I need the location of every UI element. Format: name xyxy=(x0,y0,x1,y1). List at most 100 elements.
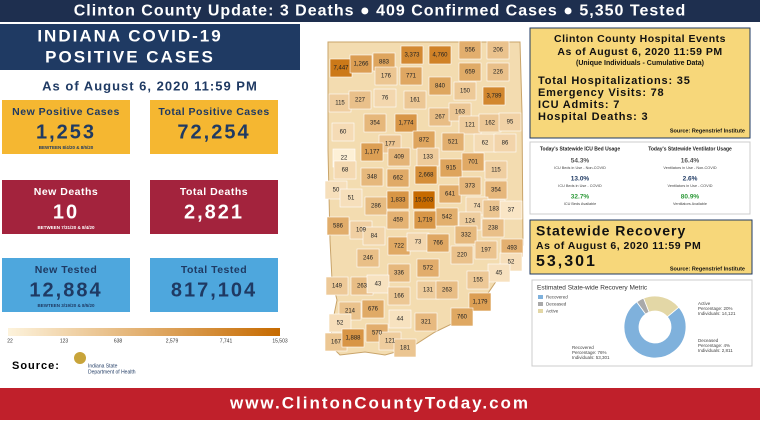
tile-label: Total Deaths xyxy=(180,186,248,198)
county-label: 332 xyxy=(461,233,472,239)
county-label: 521 xyxy=(448,140,459,146)
icu-label: Ventilators in Use - COVID xyxy=(668,184,713,188)
source-label: Source: xyxy=(12,360,60,372)
county-label: 121 xyxy=(465,123,476,129)
icu-usage: Today's Statewide ICU Bed Usage54.3%ICU … xyxy=(540,146,732,206)
footer-url[interactable]: www.ClintonCountyToday.com xyxy=(229,393,530,412)
tile-note: BETWEEN 7/31/20 & 8/4/20 xyxy=(37,225,95,230)
hospital-stat: Emergency Visits: 78 xyxy=(538,87,664,99)
county xyxy=(498,112,522,132)
county-label: 73 xyxy=(415,240,422,246)
county xyxy=(414,312,438,332)
tile-label: New Deaths xyxy=(34,186,99,198)
slice-individuals: Individuals: 2,811 xyxy=(698,348,733,353)
county xyxy=(360,142,384,162)
tile xyxy=(150,258,278,312)
tile-value: 2,821 xyxy=(184,201,244,223)
county-label: 662 xyxy=(393,176,404,182)
hospital-stat: Hospital Deaths: 3 xyxy=(538,111,648,123)
county xyxy=(362,226,386,246)
slice-percent: Percentage: 20% xyxy=(698,306,733,311)
county-label: 7,447 xyxy=(333,66,349,72)
icu-value: 54.3% xyxy=(571,158,590,165)
county xyxy=(428,76,452,96)
county xyxy=(435,280,459,300)
county xyxy=(416,258,440,278)
county xyxy=(349,54,373,74)
recovery-chart-title: Estimated State-wide Recovery Metric xyxy=(537,285,648,292)
legend-tick: 123 xyxy=(60,338,69,344)
legend-tick: 2,579 xyxy=(166,338,179,344)
county xyxy=(468,292,492,312)
county-label: 771 xyxy=(406,74,417,80)
icu-label: Ventilators Available xyxy=(673,202,707,206)
hospital-subtitle: (Unique Individuals - Cumulative Data) xyxy=(576,60,704,67)
county-label: 659 xyxy=(465,70,476,76)
tile xyxy=(150,180,278,234)
county-label: 2,668 xyxy=(418,173,434,179)
county xyxy=(386,190,410,210)
county-label: 1,774 xyxy=(398,121,414,127)
county xyxy=(386,210,410,230)
legend-swatch xyxy=(538,295,543,299)
recovery-box xyxy=(529,219,753,275)
hospital-stat: Total Hospitalizations: 35 xyxy=(538,75,691,87)
county xyxy=(393,338,417,358)
county-label: 214 xyxy=(345,309,356,315)
recovery-title: Statewide Recovery xyxy=(536,223,686,239)
hospital-stat: ICU Admits: 7 xyxy=(538,99,620,111)
tile-value: 817,104 xyxy=(171,279,257,301)
county xyxy=(493,133,517,153)
tile-label: New Tested xyxy=(35,264,98,276)
county xyxy=(441,132,465,152)
county xyxy=(450,245,474,265)
county-label: 915 xyxy=(446,166,457,172)
county xyxy=(458,40,482,60)
tile-note: BEWTEEN 3/19/20 & 8/5/20 xyxy=(37,303,95,308)
logo-text: Indiana State xyxy=(88,363,118,369)
tile-value: 72,254 xyxy=(177,121,250,143)
tile-value: 12,884 xyxy=(29,279,102,301)
county-label: 4,760 xyxy=(432,53,448,59)
tile-label: Total Positive Cases xyxy=(158,106,269,118)
county xyxy=(373,88,397,108)
county-label: 45 xyxy=(496,271,503,277)
tile-value: 1,253 xyxy=(36,121,96,143)
legend-label: Deceased xyxy=(546,302,567,307)
county xyxy=(466,270,490,290)
county-label: 586 xyxy=(333,224,344,230)
county-label: 1,179 xyxy=(472,300,488,306)
county-label: 74 xyxy=(474,204,481,210)
county-label: 43 xyxy=(375,282,382,288)
county xyxy=(341,328,365,348)
county-label: 226 xyxy=(493,70,504,76)
recovery-date: As of August 6, 2020 11:59 PM xyxy=(536,240,701,252)
county xyxy=(339,188,363,208)
county-label: 22 xyxy=(341,156,348,162)
county xyxy=(499,200,523,220)
tile-note: BEWTEEN 8/4/20 & 8/5/20 xyxy=(39,145,94,150)
legend-tick: 7,741 xyxy=(220,338,233,344)
recovery-value: 53,301 xyxy=(536,253,597,270)
banner-text: Clinton County Update: 3 Deaths ● 409 Co… xyxy=(74,3,687,20)
as-of: As of August 6, 2020 11:59 PM xyxy=(42,78,258,93)
county-label: 206 xyxy=(493,48,504,54)
county-label: 197 xyxy=(481,248,492,254)
county xyxy=(484,160,508,180)
recovery-chart-panel xyxy=(531,279,753,367)
county-label: 15,503 xyxy=(415,198,434,204)
hospital-box xyxy=(529,27,751,139)
county-label: 883 xyxy=(379,60,390,66)
slice-name: Active xyxy=(698,301,711,306)
county xyxy=(361,299,385,319)
county-label: 44 xyxy=(397,317,404,323)
county-label: 572 xyxy=(423,266,434,272)
legend-label: Active xyxy=(546,309,559,314)
icu-label: Ventilators in Use - Non-COVID xyxy=(663,166,716,170)
logo-icon xyxy=(74,352,86,364)
county xyxy=(426,233,450,253)
county xyxy=(387,147,411,167)
legend-swatch xyxy=(538,302,543,306)
county-label: 115 xyxy=(335,101,345,107)
